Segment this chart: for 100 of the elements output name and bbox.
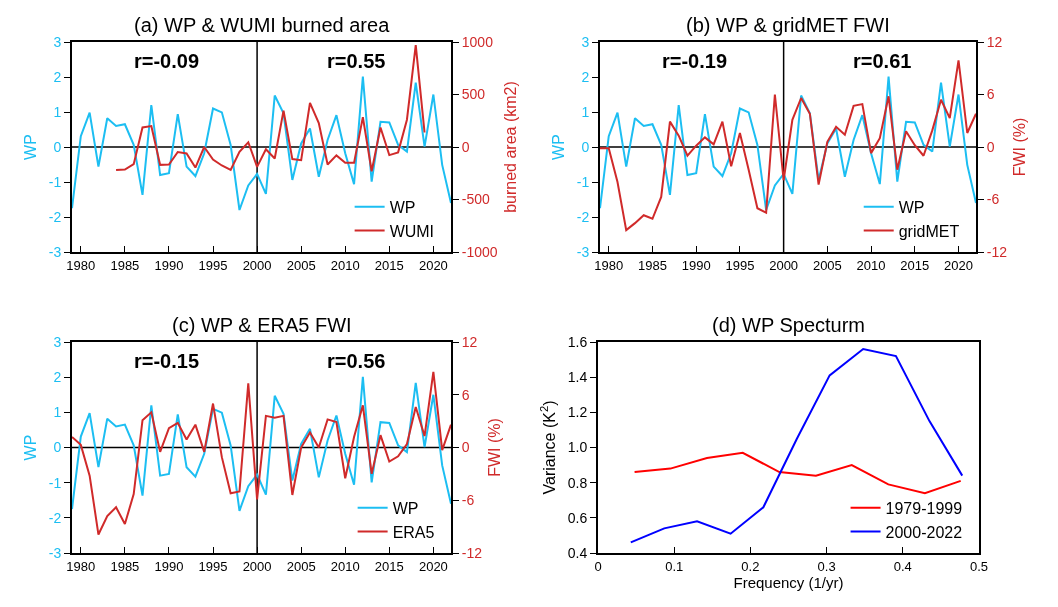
annotation: r=0.61: [853, 50, 912, 72]
y2-tick-label: 500: [461, 86, 486, 103]
y2-tick-label: -6: [986, 191, 1000, 208]
y2-axis-title: FWI (%): [1011, 117, 1029, 177]
y-tick-label: 1: [53, 103, 62, 120]
y-tick-label: -3: [48, 544, 62, 561]
y-tick-label: 1: [53, 404, 62, 421]
y-tick-label: -1: [48, 474, 62, 491]
x-tick-label: 1995: [198, 558, 228, 574]
x-tick-label: 2010: [330, 558, 360, 574]
y-tick-label: 1: [581, 103, 590, 120]
y2-tick-label: 12: [461, 333, 478, 350]
y-tick-label: -2: [48, 208, 62, 225]
y-tick-label: 0.8: [567, 474, 588, 491]
y-tick-label: 1.6: [567, 333, 588, 350]
y-tick-label: 0: [53, 138, 62, 155]
annotation: r=-0.15: [134, 350, 200, 372]
x-tick-label: 1980: [66, 257, 96, 273]
chart-title: (b) WP & gridMET FWI: [686, 14, 890, 36]
x-tick-label: 2000: [242, 257, 272, 273]
y-tick-label: 1.2: [567, 404, 588, 421]
x-tick-label: 1990: [681, 257, 711, 273]
x-tick-label: 2020: [418, 558, 448, 574]
y-tick-label: 3: [581, 33, 590, 50]
y2-tick-label: 0: [461, 439, 470, 456]
x-tick-label: 0.2: [741, 558, 760, 574]
annotation: r=0.55: [327, 50, 386, 72]
x-tick-label: 2015: [374, 257, 404, 273]
y-tick-label: 0.4: [567, 544, 588, 561]
y2-axis-title: FWI (%): [486, 418, 504, 477]
x-tick-label: 2015: [374, 558, 404, 574]
x-tick-label: 0.5: [969, 558, 989, 574]
line-series: [629, 348, 964, 544]
y-tick-label: 0.6: [567, 509, 588, 526]
y-tick-label: -1: [576, 173, 590, 190]
x-tick-label: 2010: [330, 257, 360, 273]
legend-label: WUMI: [389, 222, 435, 240]
y2-tick-label: 6: [986, 86, 995, 103]
x-tick-label: 0.3: [817, 558, 836, 574]
y-tick-label: -2: [48, 509, 62, 526]
annotation: r=0.56: [327, 350, 386, 372]
y-axis-title: WP: [550, 134, 568, 160]
y-tick-label: 0: [53, 439, 62, 456]
x-tick-label: 0: [594, 558, 602, 574]
annotation: r=-0.09: [134, 50, 200, 72]
y-tick-label: 3: [53, 33, 62, 50]
legend-label: WP: [898, 198, 925, 216]
y2-tick-label: 0: [461, 138, 470, 155]
x-tick-label: 1995: [198, 257, 228, 273]
x-tick-label: 1985: [110, 257, 140, 273]
y-tick-label: 2: [53, 68, 62, 85]
y-tick-label: 3: [53, 333, 62, 350]
x-tick-label: 2010: [856, 257, 886, 273]
y2-tick-label: 1000: [461, 33, 494, 50]
legend-label: ERA5: [392, 523, 435, 541]
x-tick-label: 2000: [769, 257, 799, 273]
y-tick-label: -3: [576, 243, 590, 260]
x-tick-label: 2005: [812, 257, 842, 273]
y-axis-title: WP: [22, 134, 40, 160]
x-tick-label: 1990: [154, 257, 184, 273]
x-tick-label: 1980: [66, 558, 96, 574]
y-tick-label: -3: [48, 243, 62, 260]
y-tick-label: 1.4: [567, 369, 588, 386]
y2-tick-label: -12: [461, 544, 483, 561]
x-tick-label: 1980: [594, 257, 624, 273]
x-axis-title: Frequency (1/yr): [733, 573, 844, 591]
y-tick-label: -2: [576, 208, 590, 225]
chart-title: (d) WP Specturm: [712, 314, 865, 336]
x-tick-label: 2020: [944, 257, 973, 273]
x-tick-label: 1985: [638, 257, 667, 273]
x-tick-label: 2005: [286, 257, 316, 273]
line-series: [115, 44, 426, 173]
y2-tick-label: -1000: [461, 243, 498, 260]
x-tick-label: 2005: [286, 558, 316, 574]
y2-tick-label: 0: [986, 138, 995, 155]
chart-title: (a) WP & WUMI burned area: [134, 14, 391, 36]
line-series: [633, 451, 962, 495]
annotation: r=-0.19: [662, 50, 728, 72]
chart-title: (c) WP & ERA5 FWI: [172, 314, 352, 336]
y2-tick-label: 6: [461, 386, 470, 403]
y-tick-label: 1.0: [567, 439, 588, 456]
y2-tick-label: 12: [986, 33, 1003, 50]
y2-tick-label: -12: [986, 243, 1008, 260]
y2-tick-label: -500: [461, 191, 491, 208]
x-tick-label: 2015: [900, 257, 930, 273]
legend-label: gridMET: [898, 222, 960, 240]
x-tick-label: 2020: [418, 257, 448, 273]
y-tick-label: -1: [48, 173, 62, 190]
legend-label: 1979-1999: [885, 499, 963, 517]
x-tick-label: 0.1: [665, 558, 684, 574]
y-axis-title: WP: [22, 434, 40, 461]
x-tick-label: 0.4: [893, 558, 912, 574]
y2-axis-title: burned area (km2): [502, 81, 520, 213]
y2-tick-label: -6: [461, 492, 475, 509]
x-tick-label: 1995: [725, 257, 755, 273]
x-tick-label: 2000: [242, 558, 272, 574]
x-tick-label: 1990: [154, 558, 184, 574]
y-tick-label: 2: [53, 369, 62, 386]
y-tick-label: 0: [581, 138, 590, 155]
legend-label: WP: [392, 499, 419, 517]
